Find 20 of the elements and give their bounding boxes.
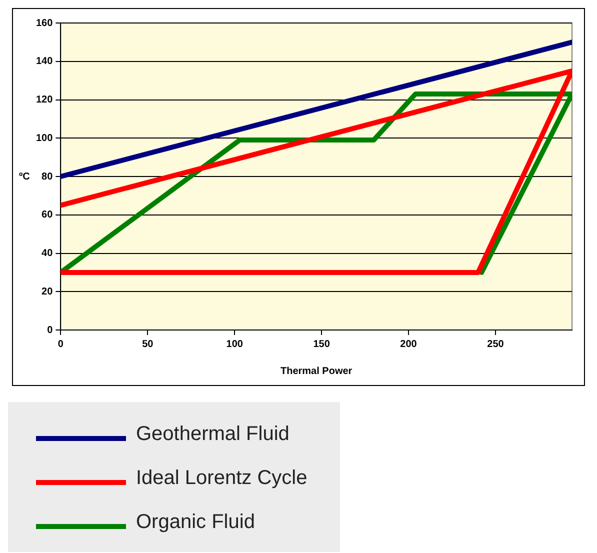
y-tick-label: 60 bbox=[42, 210, 54, 221]
x-tick-label: 200 bbox=[400, 338, 418, 350]
legend-label: Organic Fluid bbox=[136, 510, 255, 534]
x-axis-title: Thermal Power bbox=[280, 366, 352, 377]
y-tick-label: 20 bbox=[42, 286, 54, 298]
y-tick-label: 80 bbox=[42, 171, 54, 182]
y-tick-label: 100 bbox=[36, 132, 54, 144]
legend-label: Ideal Lorentz Cycle bbox=[136, 466, 308, 490]
y-tick-label: 120 bbox=[36, 94, 54, 106]
y-tick-label: 140 bbox=[36, 56, 54, 68]
y-axis-title: ºC bbox=[19, 171, 30, 182]
y-tick-label: 160 bbox=[36, 18, 54, 29]
x-tick-label: 0 bbox=[58, 338, 64, 350]
legend-label: Geothermal Fluid bbox=[136, 422, 290, 446]
y-tick-label: 40 bbox=[42, 248, 54, 259]
x-tick-label: 250 bbox=[487, 338, 504, 350]
x-tick-label: 150 bbox=[313, 338, 330, 350]
y-tick-label: 0 bbox=[47, 324, 54, 336]
x-tick-label: 100 bbox=[226, 338, 244, 350]
x-tick-label: 50 bbox=[142, 338, 154, 350]
